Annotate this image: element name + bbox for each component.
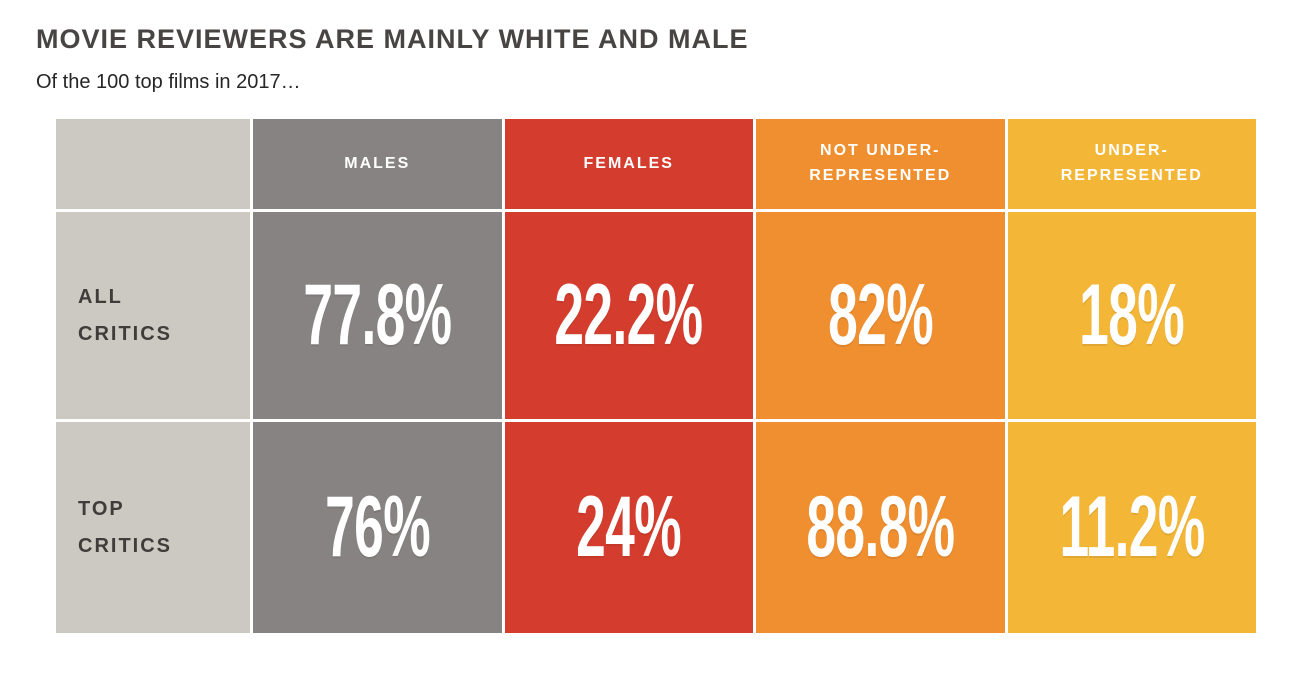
corner-cell [56,119,250,209]
cell-top-critics-males: 76% [253,422,502,633]
cell-top-critics-underrepresented: 11.2% [1007,422,1256,633]
row-header-all-critics: ALL CRITICS [56,212,250,419]
cell-all-critics-not-underrepresented: 82% [756,212,1005,419]
column-header-label: REPRESENTED [809,167,952,184]
column-header-not-underrepresented: NOT UNDER- REPRESENTED [756,119,1005,209]
critics-demographics-table: MALES FEMALES NOT UNDER- REPRESENTED UND… [56,119,1256,633]
row-header-label: TOP [78,497,125,520]
cell-value: 22.2% [554,267,704,363]
infographic-page: MOVIE REVIEWERS ARE MAINLY WHITE AND MAL… [36,24,1256,633]
cell-value: 77.8% [303,267,452,363]
column-header-underrepresented: UNDER- REPRESENTED [1007,119,1256,209]
row-header-label: ALL [78,285,123,308]
cell-value: 76% [324,479,430,575]
column-header-label: UNDER- [1094,142,1169,160]
row-header-label: CRITICS [78,534,172,557]
cell-value: 82% [827,267,933,363]
column-header-females: FEMALES [504,119,753,209]
column-header-label: REPRESENTED [1060,167,1203,184]
column-header-label: MALES [344,154,411,172]
column-header-label: NOT UNDER- [820,142,941,160]
column-header-males: MALES [253,119,502,209]
cell-top-critics-females: 24% [504,422,753,633]
cell-value: 24% [576,479,682,575]
page-title: MOVIE REVIEWERS ARE MAINLY WHITE AND MAL… [36,24,749,54]
cell-value: 88.8% [806,479,955,575]
row-header-top-critics: TOP CRITICS [56,422,250,633]
cell-all-critics-females: 22.2% [504,212,753,419]
row-header-label: CRITICS [78,322,172,345]
page-subtitle: Of the 100 top films in 2017… [36,71,301,93]
cell-value: 18% [1079,267,1185,363]
cell-value: 11.2% [1059,479,1205,575]
cell-all-critics-males: 77.8% [253,212,502,419]
cell-all-critics-underrepresented: 18% [1007,212,1256,419]
column-header-label: FEMALES [583,154,674,172]
cell-top-critics-not-underrepresented: 88.8% [756,422,1005,633]
